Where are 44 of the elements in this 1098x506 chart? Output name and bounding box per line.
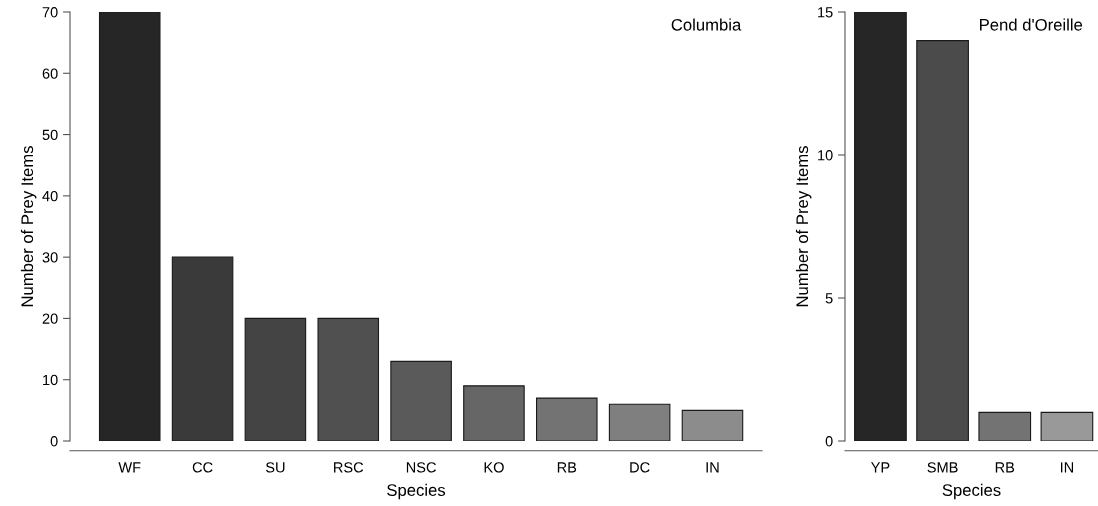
bar [463, 385, 525, 441]
y-tick-label: 5 [825, 293, 833, 304]
x-tick-label: IN [706, 462, 719, 473]
y-tick-label: 10 [818, 150, 833, 161]
x-axis-title: Species [942, 483, 1001, 500]
y-tick-label: 20 [42, 313, 58, 324]
x-tick-label: DC [630, 462, 650, 473]
y-tick-label: 30 [42, 252, 58, 263]
x-tick-label: SMB [927, 462, 958, 473]
bar [854, 12, 907, 441]
bar [978, 411, 1032, 441]
bar [681, 409, 744, 441]
x-tick-label: IN [1060, 462, 1074, 473]
x-tick-label: RB [557, 462, 577, 473]
x-tick-label: YP [871, 462, 890, 473]
bar [1040, 411, 1094, 441]
y-tick-label: 70 [42, 7, 58, 18]
bar [390, 360, 452, 441]
y-tick-label: 10 [43, 374, 58, 386]
bar [916, 40, 969, 441]
x-tick-label: RB [995, 462, 1015, 473]
y-tick-label: 50 [42, 129, 58, 140]
chart-title: Pend d'Oreille [980, 18, 1083, 31]
y-tick-label: 40 [42, 190, 58, 202]
x-axis-title: Species [387, 483, 446, 500]
bar [244, 317, 307, 441]
y-tick-label: 60 [42, 68, 58, 79]
bar [98, 12, 161, 441]
y-tick-label: 0 [50, 436, 58, 447]
y-axis-title: Number of Prey Items [795, 146, 812, 307]
y-tick-label: 0 [825, 436, 833, 447]
x-tick-label: RSC [334, 462, 364, 473]
x-tick-label: SU [265, 462, 285, 473]
y-axis-title: Number of Prey Items [20, 146, 37, 307]
x-tick-label: CC [192, 462, 213, 473]
bar [535, 397, 598, 441]
x-tick-label: NSC [406, 462, 436, 473]
chart-title: Columbia [671, 18, 742, 31]
x-tick-label: KO [484, 462, 504, 473]
y-tick-label: 15 [818, 7, 833, 18]
bar [317, 317, 380, 441]
x-tick-label: WF [118, 462, 141, 473]
bar [608, 403, 671, 441]
bar [171, 256, 234, 441]
